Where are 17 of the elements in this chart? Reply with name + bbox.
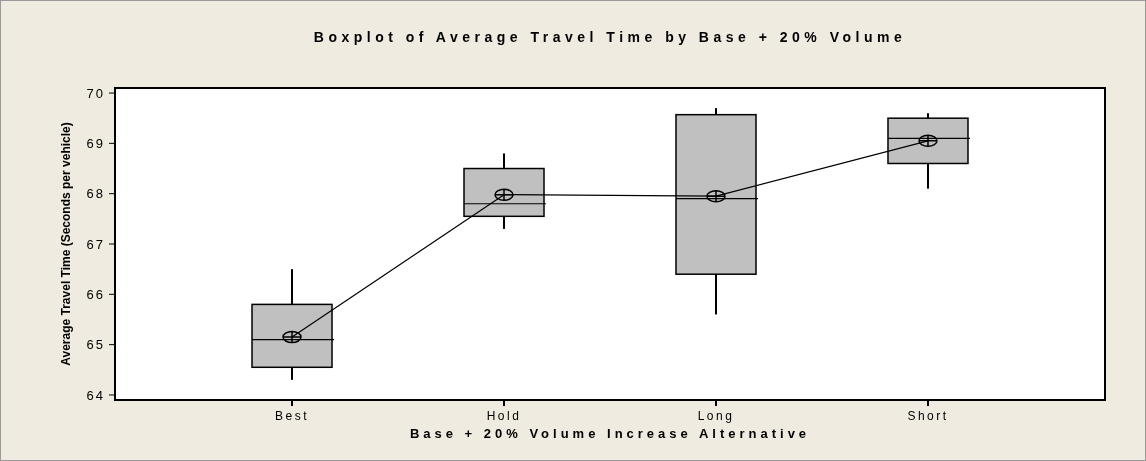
- y-tick-label: 67: [86, 236, 105, 252]
- y-axis-title: Average Travel Time (Seconds per vehicle): [59, 122, 73, 366]
- y-tick-label: 65: [86, 337, 105, 353]
- x-axis-title: Base + 20% Volume Increase Alternative: [409, 426, 811, 441]
- y-tick-label: 66: [86, 286, 105, 302]
- y-tick-label: 69: [86, 135, 105, 151]
- point: [706, 189, 726, 203]
- x-tick-label: Short: [907, 409, 949, 423]
- x-tick-label: Long: [697, 409, 735, 423]
- point: [282, 330, 302, 344]
- x-tick-label: Best: [275, 409, 310, 423]
- point: [918, 134, 938, 148]
- chart-title: Boxplot of Average Travel Time by Base + 20% Volume: [313, 29, 907, 45]
- y-tick-label: 64: [86, 387, 105, 403]
- y-tick-label: 70: [86, 85, 105, 101]
- x-tick-label: Hold: [486, 409, 522, 423]
- y-tick-label: 68: [86, 186, 105, 202]
